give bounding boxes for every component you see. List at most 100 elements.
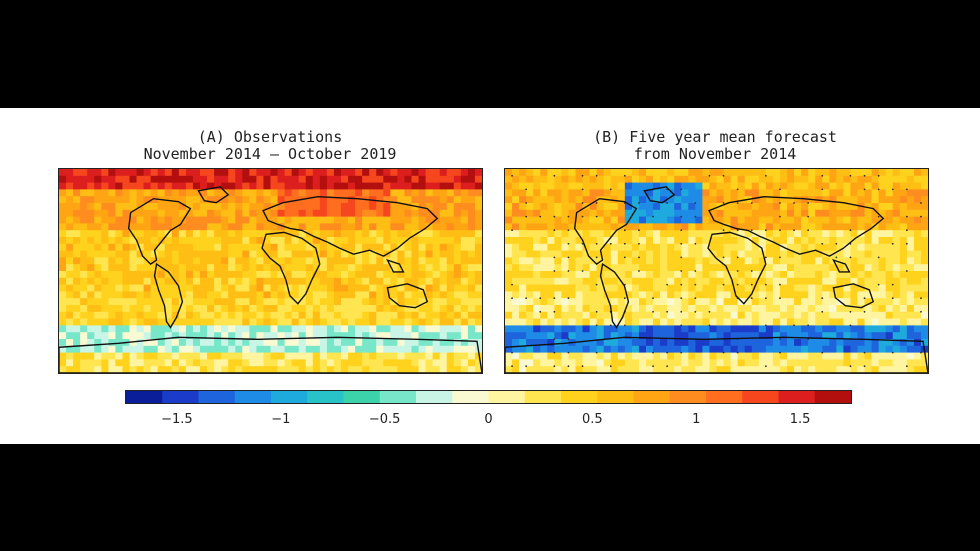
heatmap-cell bbox=[688, 237, 696, 245]
heatmap-cell bbox=[850, 339, 858, 347]
heatmap-cell bbox=[631, 318, 640, 326]
heatmap-cell bbox=[312, 209, 321, 217]
heatmap-cell bbox=[390, 271, 398, 279]
heatmap-cell bbox=[157, 175, 166, 183]
heatmap-cell bbox=[674, 182, 682, 190]
heatmap-cell bbox=[892, 216, 901, 224]
heatmap-cell bbox=[319, 175, 328, 183]
heatmap-cell bbox=[73, 237, 81, 245]
heatmap-cell bbox=[256, 175, 264, 183]
heatmap-cell bbox=[603, 257, 612, 265]
heatmap-cell bbox=[66, 291, 74, 299]
stipple-dot bbox=[920, 310, 922, 313]
heatmap-cell bbox=[688, 223, 696, 231]
heatmap-cell bbox=[115, 277, 123, 285]
heatmap-cell bbox=[871, 243, 880, 251]
heatmap-cell bbox=[695, 237, 703, 245]
colorbar-swatch bbox=[561, 391, 598, 403]
heatmap-cell bbox=[723, 250, 731, 258]
heatmap-cell bbox=[446, 250, 455, 258]
heatmap-cell bbox=[164, 284, 173, 292]
heatmap-cell bbox=[277, 209, 285, 217]
heatmap-cell bbox=[913, 359, 922, 367]
heatmap-cell bbox=[624, 196, 633, 204]
heatmap-cell bbox=[326, 209, 335, 217]
heatmap-cell bbox=[432, 264, 441, 272]
heatmap-cell bbox=[582, 169, 590, 177]
heatmap-cell bbox=[425, 264, 434, 272]
heatmap-cell bbox=[397, 345, 405, 353]
heatmap-cell bbox=[681, 318, 689, 326]
heatmap-cell bbox=[801, 291, 809, 299]
heatmap-cell bbox=[411, 298, 419, 306]
heatmap-cell bbox=[326, 366, 335, 373]
heatmap-cell bbox=[751, 271, 760, 279]
heatmap-cell bbox=[397, 169, 405, 177]
colorbar-swatch bbox=[307, 391, 344, 403]
heatmap-cell bbox=[533, 209, 541, 217]
heatmap-cell bbox=[383, 359, 391, 367]
heatmap-cell bbox=[171, 196, 180, 204]
heatmap-cell bbox=[383, 305, 391, 313]
heatmap-cell bbox=[716, 339, 724, 347]
heatmap-cell bbox=[418, 189, 426, 197]
heatmap-cell bbox=[418, 345, 426, 353]
heatmap-cell bbox=[857, 250, 865, 258]
heatmap-cell bbox=[439, 250, 448, 258]
heatmap-cell bbox=[432, 243, 441, 251]
heatmap-cell bbox=[474, 230, 482, 238]
heatmap-cell bbox=[235, 175, 243, 183]
colorbar-swatch bbox=[597, 391, 634, 403]
heatmap-cell bbox=[228, 189, 236, 197]
heatmap-cell bbox=[129, 209, 137, 217]
heatmap-cell bbox=[446, 291, 455, 299]
heatmap-cell bbox=[526, 223, 534, 231]
heatmap-cell bbox=[808, 305, 816, 313]
heatmap-cell bbox=[136, 284, 144, 292]
heatmap-cell bbox=[533, 230, 541, 238]
heatmap-cell bbox=[178, 325, 187, 333]
heatmap-cell bbox=[348, 196, 356, 204]
heatmap-cell bbox=[460, 298, 469, 306]
heatmap-cell bbox=[899, 196, 908, 204]
heatmap-cell bbox=[80, 223, 88, 231]
heatmap-cell bbox=[589, 305, 598, 313]
heatmap-cell bbox=[157, 291, 166, 299]
heatmap-cell bbox=[439, 243, 448, 251]
heatmap-cell bbox=[80, 277, 88, 285]
heatmap-cell bbox=[404, 284, 412, 292]
stipple-dot bbox=[779, 215, 781, 218]
heatmap-cell bbox=[341, 196, 349, 204]
heatmap-cell bbox=[878, 216, 887, 224]
heatmap-cell bbox=[512, 250, 520, 258]
heatmap-cell bbox=[242, 230, 250, 238]
heatmap-cell bbox=[505, 250, 513, 258]
heatmap-cell bbox=[596, 305, 605, 313]
heatmap-cell bbox=[214, 203, 222, 211]
heatmap-cell bbox=[228, 250, 236, 258]
heatmap-cell bbox=[913, 216, 922, 224]
heatmap-cell bbox=[730, 366, 739, 373]
heatmap-cell bbox=[80, 345, 88, 353]
heatmap-cell bbox=[439, 271, 448, 279]
heatmap-cell bbox=[115, 264, 123, 272]
heatmap-cell bbox=[723, 230, 731, 238]
colorbar-swatch bbox=[271, 391, 308, 403]
heatmap-cell bbox=[589, 325, 598, 333]
heatmap-cell bbox=[674, 305, 682, 313]
heatmap-cell bbox=[751, 298, 760, 306]
heatmap-cell bbox=[157, 298, 166, 306]
heatmap-cell bbox=[298, 203, 307, 211]
heatmap-cell bbox=[446, 366, 455, 373]
heatmap-cell bbox=[256, 223, 264, 231]
heatmap-cell bbox=[667, 311, 675, 319]
heatmap-cell bbox=[164, 257, 173, 265]
heatmap-cell bbox=[702, 291, 710, 299]
heatmap-cell bbox=[348, 271, 356, 279]
heatmap-cell bbox=[150, 175, 159, 183]
heatmap-cell bbox=[561, 284, 569, 292]
heatmap-cell bbox=[815, 277, 823, 285]
heatmap-cell bbox=[94, 298, 102, 306]
heatmap-cell bbox=[660, 209, 668, 217]
heatmap-cell bbox=[709, 203, 717, 211]
